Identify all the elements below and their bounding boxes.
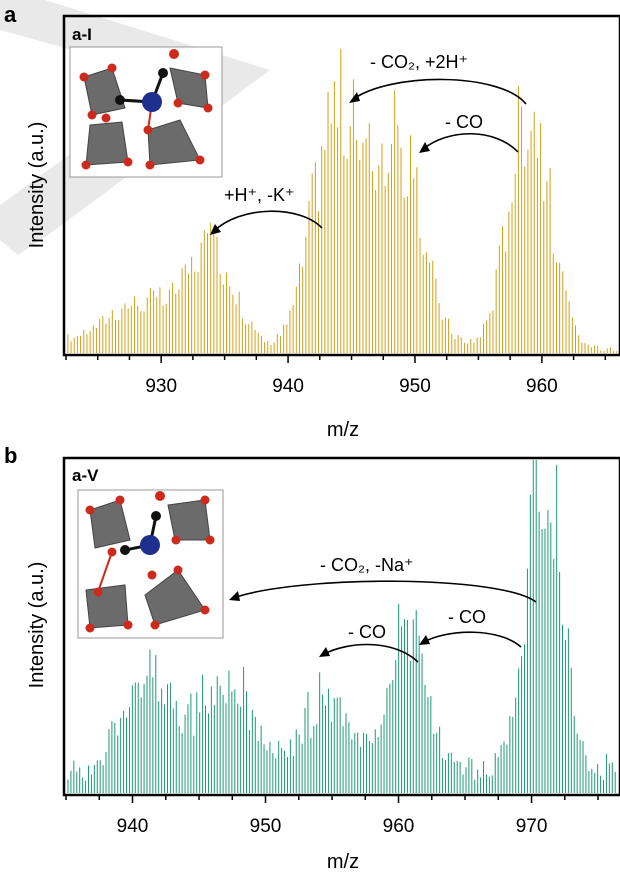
x-tick-label-b-3: 970 [516,816,548,837]
panel-letter-b: b [4,443,17,468]
oxygen-atom-a-4 [200,70,210,80]
oxygen-atom-b-11 [200,605,210,615]
molecule-inset-a [69,46,223,178]
oxygen-atom-a-13 [101,113,111,123]
x-tick-label-a-1: 940 [272,376,304,397]
metal-atom-a [142,92,162,112]
spectrum-series-a [67,48,618,353]
annotation-arrow-a-3 [212,210,323,233]
spectrum-series-b [67,460,616,793]
oxygen-atom-a-2 [79,72,89,82]
oxygen-atom-b-7 [93,587,103,597]
oxygen-atom-b-1 [155,491,165,501]
polyhedron-a-3 [85,121,129,166]
panel-b: b 940 950 960 970 Intensity (a.u.) m/z a-V … [4,443,620,873]
annotation-label-a-3: +H⁺, -K⁺ [224,185,295,205]
panel-a: a 930 940 950 960 Intensity (a.u.) m/z a-I … [4,2,620,441]
oxygen-atom-a-3 [107,63,117,73]
oxygen-atom-b-12 [173,565,183,575]
oxygen-atom-b-10 [150,620,160,630]
oxygen-atom-b-14 [171,535,181,545]
carbon-atom-b-1 [120,545,130,555]
oxygen-atom-a-9 [195,155,205,165]
polyhedron-b-2 [167,499,211,541]
arrowhead-a-1 [349,92,360,103]
x-tick-label-a-3: 960 [526,376,558,397]
annotation-label-b-3: - CO [448,607,486,627]
arrowhead-b-2 [319,647,330,657]
plot-frame-b [62,456,620,797]
oxygen-atom-a-5 [203,103,213,113]
arrowhead-a-3 [210,224,221,235]
annotation-label-a-2: - CO [445,112,483,132]
x-axis-title-a: m/z [327,419,359,441]
x-axis-title-b: m/z [327,851,359,873]
annotation-arrow-a-1 [351,78,527,105]
oxygen-atom-a-11 [173,98,183,108]
panel-letter-a: a [4,2,17,27]
carbon-atom-b-2 [151,511,161,521]
x-tick-label-b-1: 950 [250,816,282,837]
annotations-a: - CO₂, +2H⁺ - CO +H⁺, -K⁺ [210,52,527,235]
annotation-arrow-b-3 [421,631,522,648]
x-axis-b: 940 950 960 970 [65,795,599,837]
molecule-inset-b [77,489,224,639]
bond-b-3 [97,551,113,593]
annotation-label-b-1: - CO₂, -Na⁺ [320,555,414,575]
y-axis-title-a: Intensity (a.u.) [26,122,48,249]
annotations-b: - CO₂, -Na⁺ - CO - CO [229,555,537,663]
annotation-arrow-a-2 [421,133,519,153]
x-tick-label-a-0: 930 [145,376,177,397]
oxygen-atom-b-13 [147,570,157,580]
oxygen-atom-a-6 [87,110,97,120]
polyhedron-a-1 [83,67,126,116]
panel-label-b: a-V [72,466,99,485]
annotation-label-b-2: - CO [348,622,386,642]
polyhedron-b-3 [85,584,129,629]
oxygen-atom-b-6 [107,547,117,557]
arrowhead-b-1 [229,591,240,601]
carbon-atom-a-2 [158,68,168,78]
arrowhead-a-2 [419,142,430,153]
x-tick-label-b-2: 960 [383,816,415,837]
annotation-arrow-b-2 [321,643,419,663]
metal-atom-b [140,535,160,555]
y-axis-title-b: Intensity (a.u.) [26,562,48,689]
plot-frame-a [62,14,620,357]
oxygen-atom-b-5 [205,535,215,545]
x-axis-a: 930 940 950 960 [65,355,607,397]
oxygen-atom-a-1 [169,49,179,59]
oxygen-atom-b-9 [123,620,133,630]
x-tick-label-a-2: 950 [399,376,431,397]
polyhedron-b-1 [89,499,131,549]
oxygen-atom-b-8 [85,623,95,633]
oxygen-atom-a-12 [143,125,153,135]
annotation-label-a-1: - CO₂, +2H⁺ [370,52,468,72]
oxygen-atom-a-10 [145,160,155,170]
arrowhead-b-3 [419,635,430,645]
oxygen-atom-a-8 [123,157,133,167]
oxygen-atom-b-2 [85,505,95,515]
carbon-atom-a-1 [115,95,125,105]
oxygen-atom-b-3 [115,495,125,505]
oxygen-atom-a-7 [81,160,91,170]
oxygen-atom-b-4 [200,495,210,505]
annotation-arrow-b-1 [232,580,537,603]
x-tick-label-b-0: 940 [117,816,149,837]
panel-label-a: a-I [72,25,92,44]
